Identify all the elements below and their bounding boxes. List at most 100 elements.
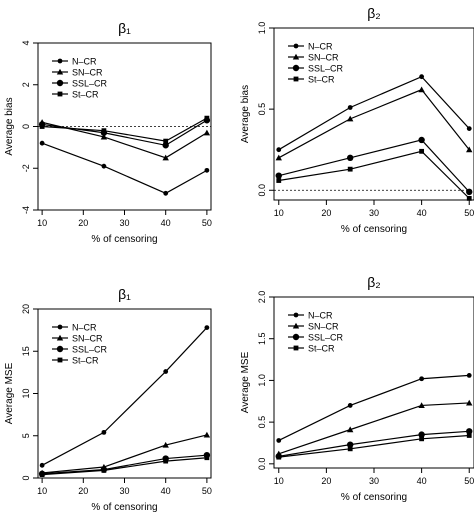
x-tick-label: 20 xyxy=(321,476,331,486)
y-tick-label: 1.0 xyxy=(257,22,267,35)
series-line-4 xyxy=(42,117,208,142)
series-line-3 xyxy=(278,139,470,193)
data-point xyxy=(204,325,210,330)
data-point xyxy=(276,438,282,443)
data-point xyxy=(466,373,472,378)
legend-label: St–CR xyxy=(72,356,99,366)
y-tick-label: 15 xyxy=(21,346,31,356)
data-point xyxy=(346,441,354,448)
x-axis-label: % of censoring xyxy=(91,502,157,513)
legend-label: N–CR xyxy=(72,323,97,333)
x-tick-label: 30 xyxy=(369,476,379,486)
series-line-1 xyxy=(278,75,470,151)
x-tick-label: 50 xyxy=(202,218,212,228)
panel-1: β₁ 10 20 30 40 50 -4 -2 0 2 4 % of censoring Average… xyxy=(4,20,212,245)
legend-label: SSL–CR xyxy=(308,64,344,74)
x-tick-label: 30 xyxy=(369,208,379,218)
data-point xyxy=(101,128,107,134)
data-point xyxy=(162,142,169,149)
x-tick-label: 20 xyxy=(321,208,331,218)
legend-label: SSL–CR xyxy=(72,345,108,355)
data-point xyxy=(466,195,472,201)
data-point xyxy=(276,147,282,153)
legend-marker xyxy=(292,333,300,341)
y-tick-label: 10 xyxy=(21,388,31,398)
legend-label: SSL–CR xyxy=(308,333,344,343)
data-point xyxy=(347,446,353,452)
x-tick-label: 20 xyxy=(78,486,88,496)
y-tick-label: -4 xyxy=(21,206,31,214)
x-tick-label: 50 xyxy=(464,208,474,218)
y-tick-label: 0 xyxy=(21,124,31,129)
legend-marker xyxy=(56,345,64,353)
y-tick-label: 2 xyxy=(21,82,31,87)
data-point xyxy=(101,467,107,473)
data-point xyxy=(276,178,282,183)
data-point xyxy=(419,436,425,442)
legend-marker xyxy=(56,79,64,87)
series-line-2 xyxy=(278,88,470,159)
legend-marker xyxy=(57,324,63,330)
chart-title: β₁ xyxy=(118,286,131,302)
x-tick-label: 50 xyxy=(464,476,474,486)
legend-marker xyxy=(292,53,300,60)
y-tick-label: 0.5 xyxy=(257,103,267,116)
data-point xyxy=(100,133,108,140)
x-tick-label: 10 xyxy=(274,208,284,218)
legend-marker xyxy=(57,58,63,64)
data-point xyxy=(163,190,169,196)
chart-title: β₁ xyxy=(118,20,131,36)
legend-marker xyxy=(293,76,299,82)
legend-label: N–CR xyxy=(308,311,333,321)
x-tick-label: 30 xyxy=(119,218,129,228)
legend-marker xyxy=(292,64,300,72)
data-point xyxy=(39,472,45,478)
y-tick-label: 2.0 xyxy=(257,291,267,304)
x-tick-label: 30 xyxy=(119,486,129,496)
data-point xyxy=(346,154,354,162)
data-point xyxy=(162,441,169,448)
data-point xyxy=(466,399,473,406)
series-line-2 xyxy=(278,402,470,455)
x-tick-label: 40 xyxy=(161,486,171,496)
x-axis-label: % of censoring xyxy=(341,492,407,503)
legend-label: SSL–CR xyxy=(72,79,108,89)
y-tick-label: 1.0 xyxy=(257,374,267,387)
legend-marker xyxy=(57,91,63,97)
legend-marker xyxy=(293,43,299,49)
data-point xyxy=(466,188,473,196)
legend-marker xyxy=(57,357,63,363)
legend-label: SN–CR xyxy=(308,322,339,332)
data-point xyxy=(204,115,210,121)
data-point xyxy=(347,105,353,110)
x-tick-label: 20 xyxy=(78,218,88,228)
chart-title: β₂ xyxy=(367,5,381,21)
data-point xyxy=(347,166,353,172)
data-point xyxy=(347,403,353,408)
chart-title: β₂ xyxy=(367,274,381,290)
data-point xyxy=(275,154,282,161)
legend-label: St–CR xyxy=(308,75,335,85)
data-point xyxy=(101,163,107,169)
data-point xyxy=(101,429,107,435)
series-line-3 xyxy=(42,119,208,146)
series-line-4 xyxy=(278,434,470,458)
data-point xyxy=(419,376,425,382)
legend-label: SN–CR xyxy=(308,53,339,63)
y-tick-label: 0.0 xyxy=(257,458,267,471)
legend-label: SN–CR xyxy=(72,68,103,78)
data-point xyxy=(39,124,45,129)
data-point xyxy=(346,426,354,433)
legend-marker xyxy=(293,345,299,351)
data-point xyxy=(163,369,169,374)
data-point xyxy=(276,454,282,460)
x-tick-label: 40 xyxy=(417,476,427,486)
data-point xyxy=(275,172,282,179)
data-point xyxy=(466,428,473,435)
y-tick-label: 1.5 xyxy=(257,332,267,345)
data-point xyxy=(163,138,169,144)
data-point xyxy=(466,433,472,438)
